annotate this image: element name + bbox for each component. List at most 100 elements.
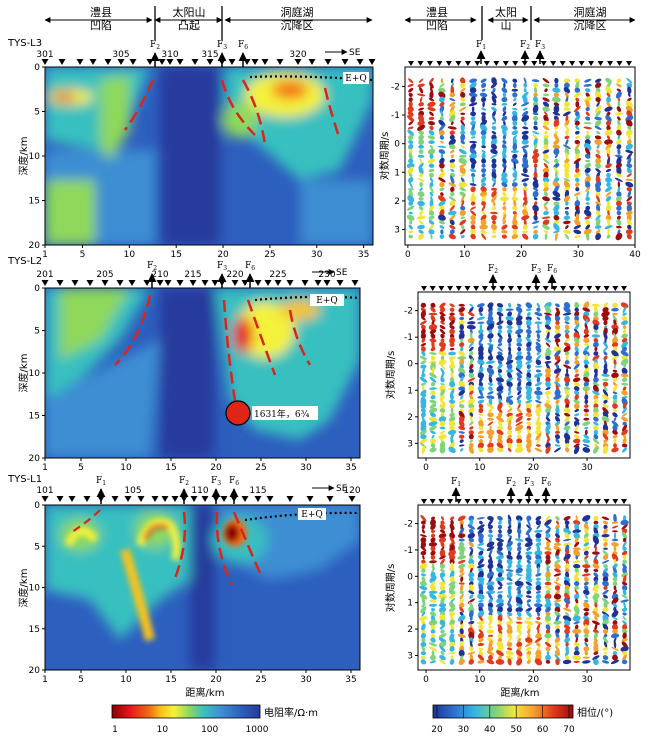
phase-ellipse [535,542,542,547]
phase-ellipse [457,615,466,622]
phase-ellipse [467,377,475,382]
phase-ellipse [429,372,437,379]
phase-ellipse [468,368,474,374]
phase-ellipse [553,599,562,603]
cover-label-l2: E+Q [316,296,338,306]
phase-ellipse [584,399,589,405]
phase-ellipse [564,376,571,384]
phase-ellipse [596,204,601,213]
phase-ellipse [507,430,513,435]
phase-ellipse [554,232,558,242]
phase-ellipse [522,167,528,174]
phase-ellipse [468,407,475,414]
phase-ellipse [564,389,570,397]
phase-ellipse [458,658,465,666]
phase-ellipse [506,558,513,565]
phase-ellipse [417,224,425,230]
phase-ellipse [602,636,609,644]
station-label: 205 [96,270,113,280]
phase-ellipse [582,350,590,357]
phase-ellipse [622,325,627,330]
phase-ellipse [627,224,632,230]
phase-ellipse [584,153,591,159]
phase-ellipse [592,563,600,569]
station-marker [616,61,623,66]
y-tick-label: 1 [407,386,413,396]
phase-ellipse [440,77,444,84]
phase-ellipse [487,421,494,426]
phase-ellipse [477,570,484,579]
phase-ellipse [481,173,486,178]
phase-ellipse [481,107,487,111]
phase-ellipse [438,195,446,203]
phase-ellipse [553,620,562,625]
phase-ellipse [565,612,570,616]
phase-ellipse [532,233,539,240]
station-marker [455,499,462,504]
phase-ellipse [516,623,522,631]
y-tick-label: 5 [34,327,40,337]
phase-ellipse [487,519,494,527]
phase-ellipse [584,429,588,436]
phase-ellipse [449,347,455,351]
phase-ellipse [491,162,497,169]
station-marker [41,280,49,286]
phase-ellipse [459,655,464,660]
phase-ellipse [459,550,465,556]
phase-ellipse [430,533,436,538]
phase-ellipse [555,372,560,379]
phase-ellipse [525,394,532,401]
station-marker [473,499,480,504]
phase-ellipse [616,125,622,131]
station-marker [176,280,184,286]
phase-ellipse [594,602,598,609]
phase-ellipse [564,233,570,240]
resistivity-tick-label: 10 [157,725,169,735]
phase-ellipse [458,181,467,188]
phase-ellipse [516,632,522,640]
x-tick-label: 15 [165,463,176,473]
phase-ellipse [507,311,512,317]
fault-label: F1 [451,477,461,488]
phase-ellipse [430,395,436,400]
phase-ellipse [592,354,600,361]
phase-ellipse [478,584,484,592]
phase-ellipse [421,373,426,378]
phase-ellipse [575,598,579,604]
phase-ellipse [505,308,514,311]
phase-ellipse [459,520,464,525]
phase-ellipse [430,629,436,634]
phase-ellipse [575,135,580,139]
phase-ellipse [584,528,589,535]
phase-ellipse [480,219,487,226]
phase-ellipse [553,104,560,114]
phase-ellipse [517,532,521,540]
phase-ellipse [596,101,600,107]
station-marker [251,59,259,65]
phase-ellipse [583,408,589,413]
station-marker [603,499,610,504]
earthquake-label: 1631年，6¾ [254,408,310,420]
phase-ellipse [408,158,414,164]
phase-ellipse [622,555,627,560]
phase-ellipse [575,187,580,192]
phase-ellipse [525,551,533,555]
phase-ellipse [481,138,486,146]
station-marker [531,61,538,66]
phase-ellipse [563,180,571,189]
phase-ellipse [439,645,446,653]
phase-ellipse [440,520,445,525]
phase-ellipse [470,233,476,240]
phase-ellipse [450,154,454,159]
phase-ellipse [470,194,476,203]
phase-ellipse [536,623,541,631]
phase-ellipse [516,407,522,414]
phase-ellipse [593,558,599,565]
phase-ellipse [421,328,426,335]
phase-ellipse [486,395,495,400]
station-marker [356,59,364,65]
phase-ellipse [469,390,474,396]
phase-ellipse [447,126,457,130]
phase-ellipse [613,443,617,448]
